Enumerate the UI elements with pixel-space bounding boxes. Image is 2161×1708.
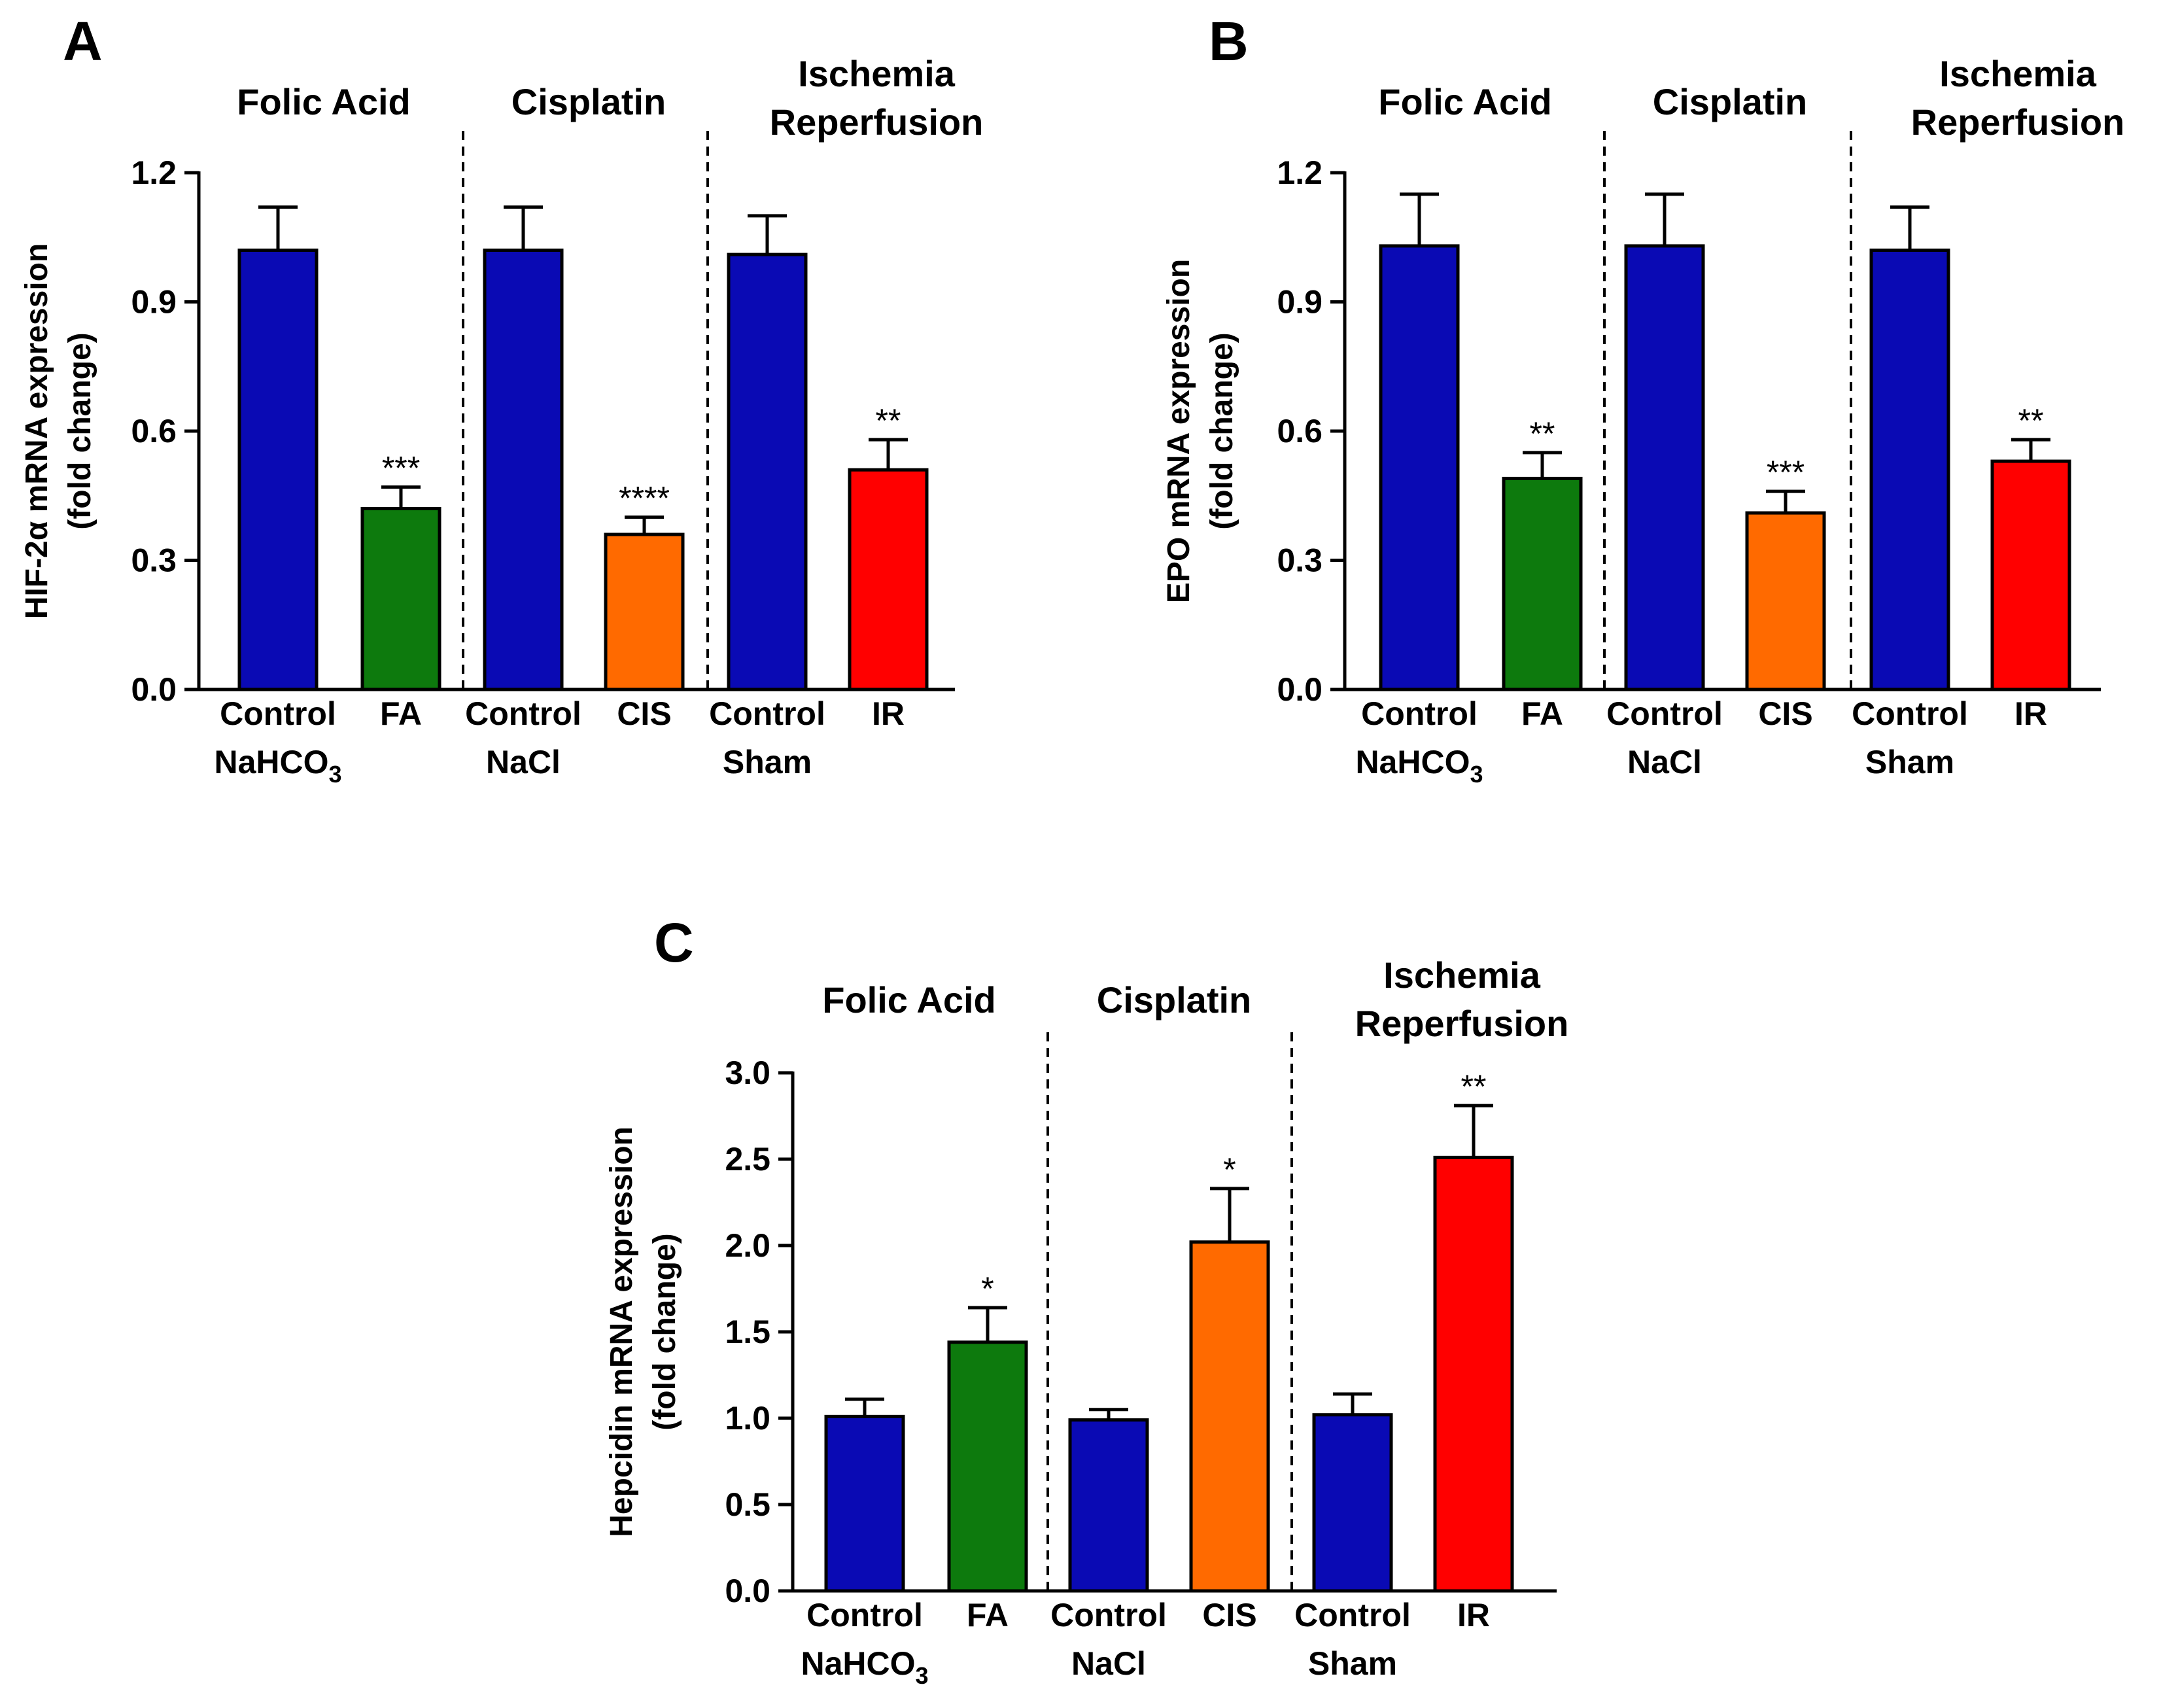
x-tick-sublabel: Sham: [1865, 744, 1954, 780]
x-tick-sublabel: NaHCO3: [801, 1645, 928, 1689]
bar: [1869, 249, 1950, 691]
group-title: Cisplatin: [511, 81, 666, 122]
bar: [1379, 244, 1460, 691]
significance-label: **: [2018, 402, 2044, 439]
x-tick-label: FA: [1521, 695, 1563, 732]
significance-label: **: [876, 402, 901, 439]
group-title: Reperfusion: [770, 101, 984, 143]
y-axis-label: EPO mRNA expression: [1162, 259, 1196, 603]
panel-letter: C: [654, 912, 694, 973]
panel-c: C Hepcidin mRNA expression (fold change) 0.…: [604, 912, 1568, 1689]
group-title: Ischemia: [1939, 53, 2097, 94]
x-tick-label: CIS: [1202, 1597, 1256, 1633]
bar: [237, 249, 319, 691]
group-title: Cisplatin: [1097, 979, 1251, 1020]
x-tick-label: FA: [967, 1597, 1009, 1633]
significance-label: **: [1461, 1068, 1487, 1105]
group-title: Reperfusion: [1911, 101, 2125, 143]
x-tick-label: Control: [220, 695, 336, 732]
x-tick-sublabel: NaCl: [486, 744, 561, 780]
y-tick-label: 1.2: [131, 154, 177, 191]
significance-label: ****: [619, 480, 670, 517]
x-tick-label: CIS: [1758, 695, 1812, 732]
group-title: Ischemia: [1383, 954, 1541, 996]
y-tick-label: 2.0: [725, 1227, 770, 1264]
group-title: Reperfusion: [1355, 1003, 1569, 1044]
bar: [360, 507, 441, 691]
y-axis-label: Hepcidin mRNA expression: [604, 1126, 639, 1537]
x-tick-sublabel: NaCl: [1071, 1645, 1146, 1682]
x-tick-label: Control: [806, 1597, 923, 1633]
x-tick-label: CIS: [617, 695, 671, 732]
y-axis-label: HIF-2α mRNA expression: [20, 243, 54, 619]
panel-letter: A: [63, 10, 103, 72]
bar: [1745, 511, 1826, 691]
panel-letter: B: [1209, 10, 1249, 72]
bar: [1502, 476, 1583, 691]
x-tick-label: Control: [465, 695, 581, 732]
x-tick-sublabel: NaHCO3: [214, 744, 341, 788]
group-title: Folic Acid: [237, 81, 411, 122]
x-tick-label: Control: [1606, 695, 1723, 732]
significance-label: **: [1530, 415, 1555, 452]
bar: [1990, 459, 2071, 691]
panel-a: A HIF-2α mRNA expression (fold change) 0.0 0…: [20, 10, 983, 788]
bar: [824, 1414, 905, 1593]
bar: [727, 253, 808, 691]
y-tick-label: 0.0: [725, 1573, 770, 1609]
bar: [483, 249, 564, 691]
x-tick-sublabel: NaCl: [1627, 744, 1702, 780]
x-tick-sublabel: Sham: [1308, 1645, 1397, 1682]
x-tick-label: Control: [1050, 1597, 1167, 1633]
y-tick-label: 0.0: [131, 671, 177, 708]
y-tick-label: 0.0: [1277, 671, 1323, 708]
x-tick-label: Control: [1294, 1597, 1411, 1633]
bar: [1312, 1413, 1393, 1593]
y-tick-label: 0.6: [1277, 413, 1323, 449]
y-tick-label: 0.5: [725, 1486, 770, 1523]
y-tick-label: 1.2: [1277, 154, 1323, 191]
significance-label: ***: [382, 450, 420, 487]
group-title: Folic Acid: [822, 979, 996, 1020]
significance-label: *: [981, 1270, 994, 1307]
panel-b: B EPO mRNA expression (fold change) 0.0 0.3 0…: [1162, 10, 2124, 788]
x-tick-sublabel: NaHCO3: [1355, 744, 1483, 788]
group-title: Folic Acid: [1378, 81, 1552, 122]
bar: [1433, 1155, 1514, 1593]
y-tick-label: 3.0: [725, 1054, 770, 1091]
bar: [947, 1340, 1028, 1593]
y-axis-label: (fold change): [63, 332, 97, 529]
significance-label: *: [1223, 1151, 1236, 1188]
y-tick-label: 0.9: [1277, 284, 1323, 321]
bar: [1189, 1240, 1270, 1593]
x-tick-label: FA: [380, 695, 422, 732]
group-title: Cisplatin: [1653, 81, 1807, 122]
bar: [1624, 244, 1705, 691]
y-tick-label: 1.0: [725, 1400, 770, 1437]
bar: [1068, 1418, 1149, 1593]
y-tick-label: 0.3: [1277, 542, 1323, 579]
x-tick-label: IR: [2014, 695, 2047, 732]
y-tick-label: 0.9: [131, 284, 177, 321]
y-axis-label: (fold change): [648, 1233, 682, 1430]
x-tick-label: Control: [709, 695, 825, 732]
significance-label: ***: [1767, 454, 1805, 491]
bar: [604, 532, 685, 691]
x-tick-label: IR: [872, 695, 905, 732]
x-tick-label: IR: [1457, 1597, 1490, 1633]
x-tick-sublabel: Sham: [723, 744, 812, 780]
x-tick-label: Control: [1361, 695, 1478, 732]
y-tick-label: 0.3: [131, 542, 177, 579]
y-tick-label: 1.5: [725, 1314, 770, 1350]
x-tick-label: Control: [1852, 695, 1968, 732]
group-title: Ischemia: [798, 53, 956, 94]
y-tick-label: 0.6: [131, 413, 177, 449]
y-tick-label: 2.5: [725, 1141, 770, 1177]
y-axis-label: (fold change): [1205, 332, 1239, 529]
bar: [848, 468, 929, 691]
